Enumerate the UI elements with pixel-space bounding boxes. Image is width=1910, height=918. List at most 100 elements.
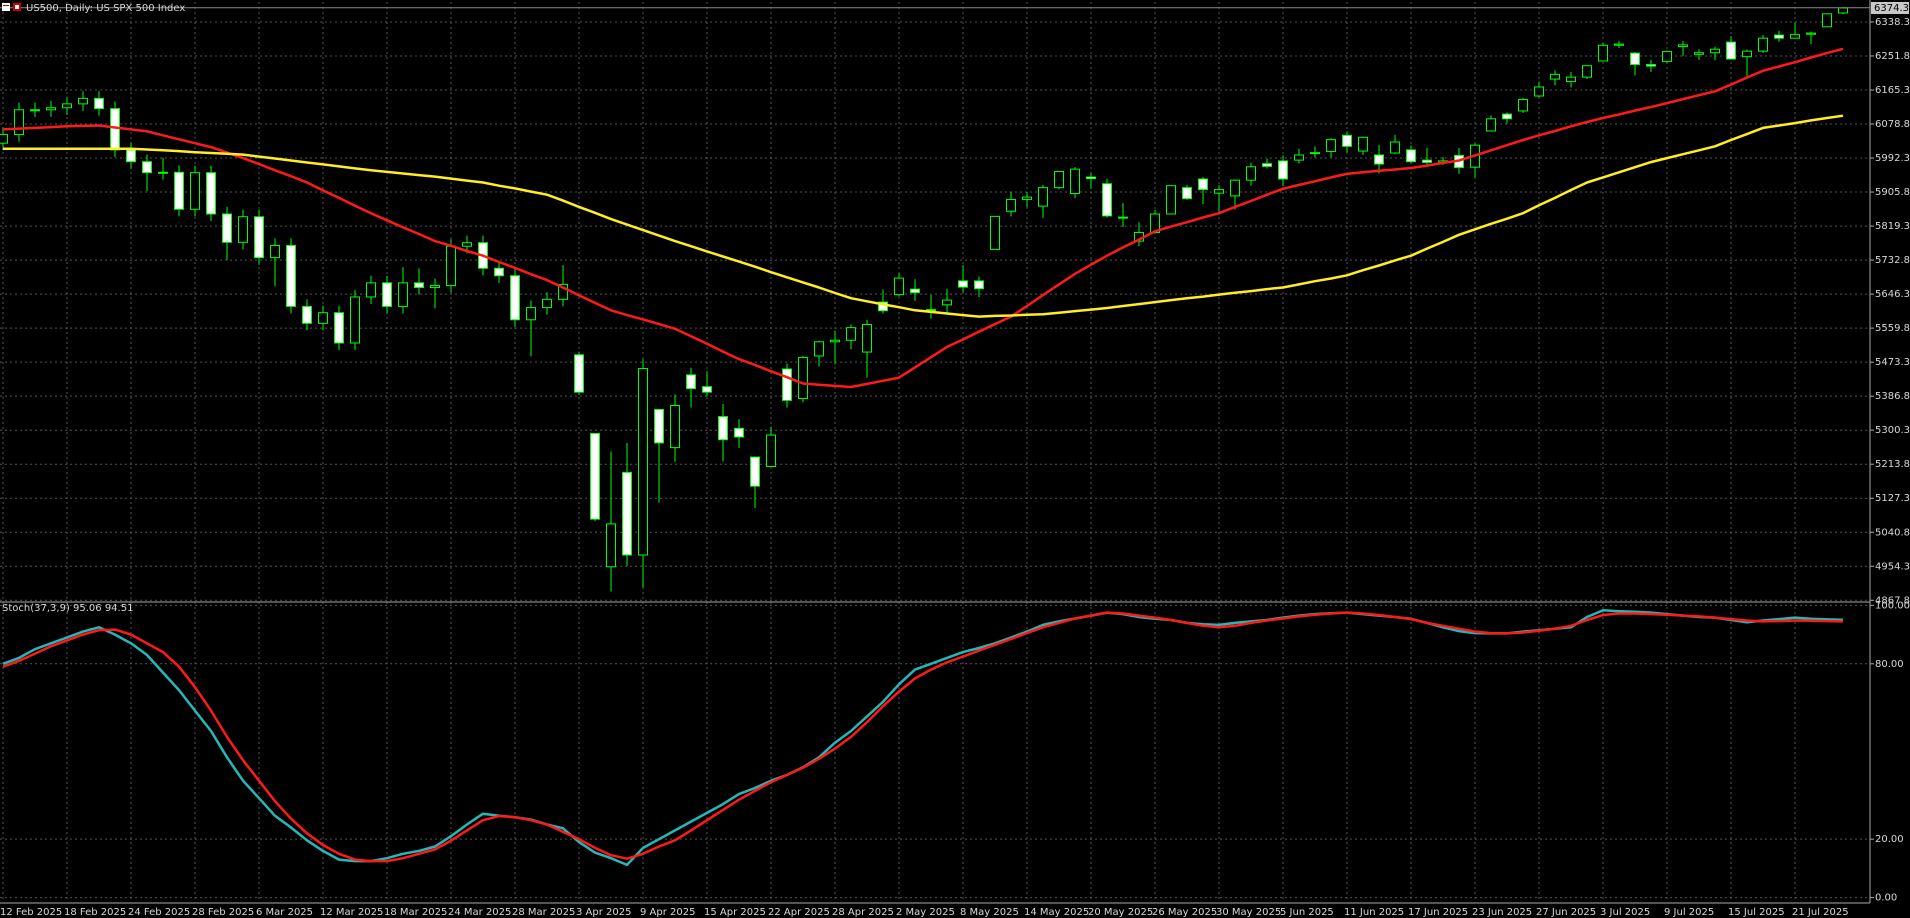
- candle-body: [1374, 154, 1384, 165]
- candle-body: [1758, 37, 1768, 52]
- candle-body: [1294, 154, 1304, 161]
- candle-body: [942, 299, 952, 306]
- candle-body: [174, 171, 184, 210]
- y-tick-label: 5905.8: [1875, 187, 1910, 198]
- x-tick-label: 26 May 2025: [1152, 907, 1217, 918]
- candle-body: [638, 368, 648, 556]
- y-tick-label: 5732.8: [1875, 255, 1910, 266]
- x-tick-label: 28 Mar 2025: [512, 907, 575, 918]
- candle-body: [1118, 216, 1128, 219]
- y-tick-label: 20.00: [1875, 834, 1904, 845]
- y-tick-label: 5386.8: [1875, 391, 1910, 402]
- y-tick-label: 5819.3: [1875, 221, 1910, 232]
- candle-body: [1310, 152, 1320, 155]
- candle-body: [1710, 48, 1720, 54]
- candle-body: [750, 456, 760, 487]
- x-tick-label: 22 Apr 2025: [768, 907, 830, 918]
- y-tick-label: 5127.3: [1875, 493, 1910, 504]
- candle-body: [494, 267, 504, 277]
- chart-title: US500, Daily: US SPX 500 Index: [26, 3, 185, 14]
- last-price-label: 6374.3: [1874, 3, 1909, 14]
- candle-body: [1326, 139, 1336, 152]
- candle-body: [142, 161, 152, 174]
- candle-body: [990, 215, 1000, 250]
- candle-body: [350, 296, 360, 344]
- candle-body: [574, 354, 584, 393]
- candle-body: [414, 282, 424, 289]
- x-tick-label: 15 Jul 2025: [1728, 907, 1785, 918]
- candle-body: [1054, 171, 1064, 189]
- x-tick-label: 9 Apr 2025: [640, 907, 695, 918]
- candle-body: [1806, 32, 1816, 35]
- y-tick-label: 5646.3: [1875, 289, 1910, 300]
- x-tick-label: 20 May 2025: [1088, 907, 1153, 918]
- x-tick-label: 28 Apr 2025: [832, 907, 894, 918]
- candle-body: [302, 305, 312, 324]
- candle-body: [830, 339, 840, 343]
- candle-body: [1166, 185, 1176, 215]
- x-tick-label: 2 May 2025: [896, 907, 955, 918]
- candle-body: [110, 108, 120, 151]
- candle-body: [1198, 178, 1208, 191]
- candle-body: [62, 103, 72, 109]
- candle-body: [910, 288, 920, 294]
- line: [2, 611, 1844, 863]
- candle-body: [270, 244, 280, 259]
- candle-body: [766, 434, 776, 467]
- candle-body: [1230, 179, 1240, 197]
- candle-body: [1022, 196, 1032, 200]
- candle-body: [1774, 34, 1784, 39]
- candle-body: [542, 298, 552, 309]
- candle-body: [1598, 44, 1608, 62]
- x-tick-label: 24 Feb 2025: [128, 907, 190, 918]
- candle-body: [702, 386, 712, 393]
- candle-body: [558, 283, 568, 300]
- icon: [15, 5, 19, 9]
- candle-body: [814, 341, 824, 357]
- candle-body: [1694, 52, 1704, 55]
- candle-body: [430, 285, 440, 289]
- candle-body: [222, 213, 232, 243]
- candle-body: [1406, 149, 1416, 163]
- x-tick-label: 3 Jul 2025: [1600, 907, 1650, 918]
- y-tick-label: 5559.8: [1875, 323, 1910, 334]
- candle-body: [14, 109, 24, 136]
- candle-body: [1550, 73, 1560, 80]
- candle-body: [0, 134, 8, 144]
- candle-body: [974, 280, 984, 290]
- candle-body: [782, 368, 792, 401]
- candle-body: [334, 312, 344, 344]
- candle-body: [46, 107, 56, 111]
- candle-body: [1486, 118, 1496, 132]
- candle-body: [1838, 7, 1848, 14]
- candle-body: [1342, 134, 1352, 147]
- candle-body: [622, 471, 632, 556]
- candle-body: [670, 405, 680, 449]
- candle-body: [1086, 176, 1096, 180]
- candle-body: [686, 374, 696, 390]
- candle-body: [606, 523, 616, 568]
- candle-body: [1582, 65, 1592, 78]
- x-tick-label: 27 Jun 2025: [1536, 907, 1596, 918]
- candle-body: [1038, 187, 1048, 207]
- x-tick-label: 9 Jul 2025: [1664, 907, 1714, 918]
- candle-body: [1534, 86, 1544, 97]
- candle-body: [382, 282, 392, 307]
- x-tick-label: 28 Feb 2025: [192, 907, 254, 918]
- candle-body: [78, 97, 88, 105]
- candle-body: [1678, 44, 1688, 47]
- candle-body: [206, 172, 216, 215]
- candle-body: [462, 242, 472, 247]
- y-tick-label: 6251.8: [1875, 51, 1910, 62]
- candle-body: [510, 275, 520, 321]
- y-tick-label: 6338.3: [1875, 17, 1910, 28]
- y-tick-label: 5300.3: [1875, 425, 1910, 436]
- candle-body: [30, 109, 40, 112]
- candle-body: [126, 149, 136, 163]
- x-tick-label: 5 Jun 2025: [1280, 907, 1334, 918]
- last-price-box: [1871, 2, 1909, 14]
- x-tick-label: 18 Mar 2025: [384, 907, 447, 918]
- x-tick-label: 6 Mar 2025: [256, 907, 313, 918]
